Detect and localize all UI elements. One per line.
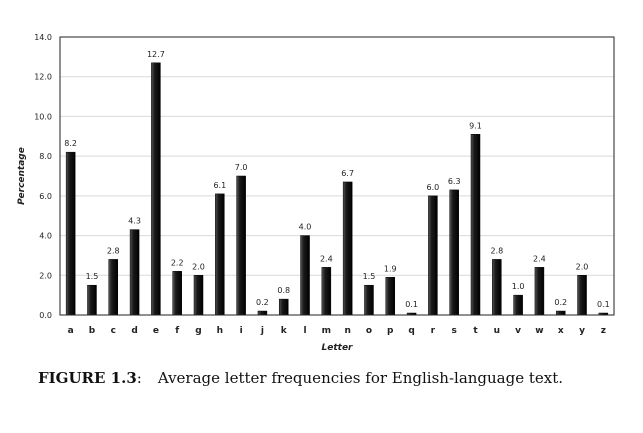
x-tick-label-d: d [131,326,137,336]
x-tick-label-q: q [408,326,414,336]
y-tick-label: 12.0 [34,73,52,82]
y-tick-label: 6.0 [39,192,52,201]
bar-n [342,181,353,316]
data-label-n: 6.7 [341,169,354,178]
data-label-t: 9.1 [469,121,482,130]
gridlines [60,76,614,276]
x-tick-labels: a b c d e f g h i j k l m n o p q r s t u v w x y z [68,326,606,336]
data-label-w: 2.4 [533,254,546,263]
data-label-q: 0.1 [405,300,418,309]
y-tick-labels: 0.0 2.0 4.0 6.0 8.0 10.0 12.0 14.0 [34,33,52,320]
x-tick-label-a: a [68,326,74,336]
bar-w [534,267,545,316]
y-tick-label: 10.0 [34,112,52,121]
bar-j [257,310,268,316]
x-tick-label-j: j [260,326,264,336]
y-tick-label: 2.0 [39,271,52,280]
data-label-d: 4.3 [128,217,141,226]
bar-o [364,284,374,316]
data-label-i: 7.0 [235,163,248,172]
data-label-e: 12.7 [147,50,165,59]
bar-c [108,259,119,316]
data-label-z: 0.1 [597,300,610,309]
x-tick-label-c: c [111,326,116,336]
x-tick-label-b: b [89,326,96,336]
data-label-f: 2.2 [171,258,184,267]
bar-chart: 0.0 2.0 4.0 6.0 8.0 10.0 12.0 14.0 8.2 1.5 2.8 4.3… [17,33,615,353]
bar-r [428,195,438,316]
figure-label: FIGURE 1.3 [38,369,137,387]
x-tick-label-i: i [240,326,243,336]
x-tick-label-o: o [366,326,372,336]
bar-l [300,235,310,316]
data-label-y: 2.0 [576,262,589,271]
data-label-r: 6.0 [427,183,440,192]
x-axis-label: Letter [322,343,354,353]
bar-t [470,134,481,316]
x-tick-label-s: s [452,326,457,336]
data-label-h: 6.1 [213,181,226,190]
data-label-v: 1.0 [512,282,525,291]
y-tick-label: 14.0 [34,33,52,42]
data-label-c: 2.8 [107,246,120,255]
bar-f [172,271,182,316]
plot-frame [59,36,615,316]
bar-u [492,259,502,316]
x-tick-label-v: v [515,326,521,336]
data-label-j: 0.2 [256,298,269,307]
data-label-k: 0.8 [277,286,290,295]
bar-e [151,62,161,316]
bar-x [555,310,566,316]
data-label-b: 1.5 [86,272,99,281]
bar-h [215,193,225,316]
data-label-a: 8.2 [64,139,77,148]
data-label-g: 2.0 [192,262,205,271]
data-labels: 8.2 1.5 2.8 4.3 12.7 2.2 2.0 6.1 7.0 0.2 0.8 4.0 2.4… [64,50,609,309]
y-tick-label: 4.0 [39,232,52,241]
bar-k [278,298,289,316]
x-tick-label-h: h [217,326,223,336]
bar-i [236,175,246,316]
x-tick-label-t: t [473,326,478,336]
data-label-o: 1.5 [363,272,376,281]
y-tick-label: 0.0 [39,311,52,320]
figure-caption: FIGURE 1.3: Average letter frequencies fo… [38,369,564,387]
x-tick-label-y: y [579,326,585,336]
x-tick-label-r: r [431,326,436,336]
y-tick-label: 8.0 [39,152,52,161]
data-label-x: 0.2 [554,298,567,307]
data-label-u: 2.8 [490,246,503,255]
bar-a [65,151,76,316]
bar-b [87,284,97,316]
data-label-l: 4.0 [299,223,312,232]
data-label-m: 2.4 [320,254,333,263]
x-tick-label-g: g [195,326,201,336]
bars [65,62,609,316]
caption-text: Average letter frequencies for English-l… [157,369,564,387]
x-tick-label-m: m [322,326,331,336]
x-tick-label-x: x [558,326,564,336]
data-label-s: 6.3 [448,177,461,186]
x-tick-label-k: k [281,326,288,336]
x-tick-label-p: p [387,326,394,336]
bar-m [321,267,332,316]
x-tick-label-w: w [535,326,543,336]
x-tick-label-f: f [175,326,179,336]
bar-d [129,229,140,316]
bar-s [449,189,459,316]
x-tick-label-z: z [601,326,606,336]
x-tick-label-u: u [494,326,500,336]
y-axis-label: Percentage [17,147,27,205]
bar-p [385,277,396,316]
x-tick-label-e: e [153,326,159,336]
data-label-p: 1.9 [384,264,397,273]
x-tick-label-l: l [303,326,306,336]
bar-v [513,294,523,316]
bar-y [577,275,587,316]
bar-g [193,275,204,316]
x-tick-label-n: n [344,326,350,336]
